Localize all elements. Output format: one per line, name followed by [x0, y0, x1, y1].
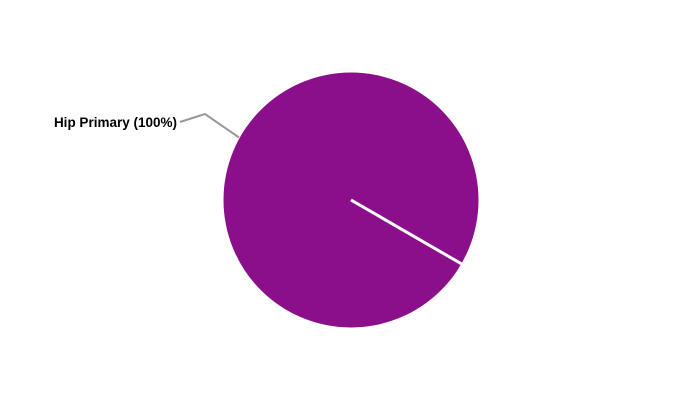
slice-divider-line	[350, 198, 463, 266]
callout-leader-line	[179, 112, 240, 139]
slice-callout-label: Hip Primary (100%)	[54, 115, 177, 130]
